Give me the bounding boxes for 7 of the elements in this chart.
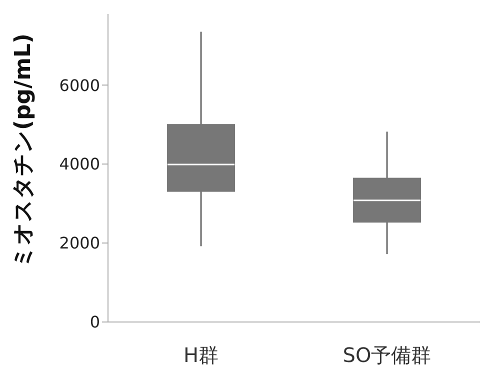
y-tick-label: 0 [90, 312, 100, 332]
y-axis-title: ミオスタチン(pg/mL) [10, 33, 36, 268]
x-tick-label: H群 [183, 343, 219, 368]
y-tick-label: 6000 [59, 76, 100, 95]
y-tick-label: 4000 [59, 154, 100, 174]
y-tick-label: 2000 [59, 234, 100, 253]
x-tick-label: SO予備群 [342, 343, 432, 368]
